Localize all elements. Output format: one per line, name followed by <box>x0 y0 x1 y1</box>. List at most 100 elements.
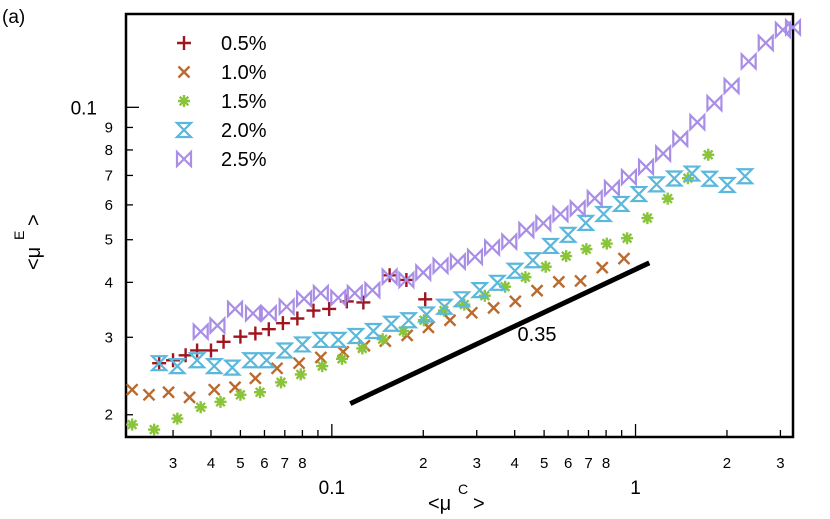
data-point <box>574 274 587 288</box>
data-point <box>539 260 552 273</box>
data-point <box>757 33 774 53</box>
data-point <box>470 282 490 299</box>
data-point <box>335 352 348 365</box>
data-point <box>322 301 337 316</box>
data-point <box>661 192 674 205</box>
data-point <box>487 301 500 315</box>
data-point <box>586 188 603 208</box>
reference-line-label: 0.35 <box>518 324 557 346</box>
data-point <box>376 333 389 346</box>
x-axis-label-close: > <box>473 493 485 515</box>
legend-label: 2.0% <box>221 120 267 142</box>
data-point <box>505 262 525 279</box>
y-axis-label: <μ E > <box>11 214 45 270</box>
data-point <box>443 313 457 327</box>
x-tick-label: 4 <box>511 455 519 472</box>
data-point <box>646 176 667 193</box>
y-tick-label: 5 <box>105 232 113 249</box>
y-axis-label-main: <μ <box>23 247 45 270</box>
data-point <box>706 93 723 113</box>
data-point <box>655 143 672 164</box>
legend: 0.5% 1.0% 1.5% 2.0% 2.5% <box>174 33 267 171</box>
data-point <box>248 326 263 341</box>
x-tick-label: 5 <box>236 455 244 472</box>
x-tick-label: 6 <box>564 455 572 472</box>
x-tick-label: 7 <box>281 455 289 472</box>
data-point <box>416 306 437 323</box>
data-point <box>560 250 573 263</box>
data-point <box>306 303 321 318</box>
data-point <box>292 356 306 370</box>
data-point <box>203 343 218 358</box>
data-point <box>167 358 188 375</box>
y-tick-label: 8 <box>105 142 113 159</box>
data-point <box>600 237 613 250</box>
data-point <box>253 386 266 399</box>
x-tick-label: 8 <box>298 455 306 472</box>
data-point <box>569 198 586 219</box>
data-point <box>162 385 175 399</box>
data-point <box>274 376 287 389</box>
data-point <box>397 325 410 338</box>
data-point <box>487 274 508 291</box>
data-point <box>629 185 649 203</box>
data-point <box>346 327 366 345</box>
data-point <box>523 252 543 269</box>
x-tick-label: 2 <box>723 455 731 472</box>
x-tick-label: 8 <box>602 455 610 472</box>
data-point <box>530 284 544 297</box>
data-point <box>398 270 415 290</box>
x-tick-label: 3 <box>776 455 784 472</box>
data-point <box>260 303 277 324</box>
data-point <box>346 283 363 303</box>
data-point <box>209 315 226 336</box>
y-tick-label: 0.1 <box>71 98 97 119</box>
data-point <box>381 267 398 287</box>
data-point <box>449 251 466 272</box>
data-point <box>330 288 347 308</box>
data-point <box>774 20 791 40</box>
data-point <box>294 368 307 381</box>
data-point <box>595 261 609 274</box>
data-point <box>580 243 593 256</box>
data-point <box>270 361 284 375</box>
data-point <box>664 170 684 187</box>
data-point <box>415 262 432 283</box>
data-series <box>125 17 802 436</box>
data-point <box>328 331 348 348</box>
series-0 <box>152 268 433 371</box>
legend-label: 2.5% <box>221 149 267 171</box>
data-point <box>702 148 715 161</box>
data-point <box>552 204 569 224</box>
data-point <box>723 76 740 96</box>
data-point <box>717 176 738 194</box>
data-point <box>214 395 227 408</box>
data-point <box>183 391 196 404</box>
x-tick-label: 7 <box>584 455 592 472</box>
data-point <box>290 311 305 326</box>
data-point <box>126 418 139 431</box>
data-point <box>593 205 614 223</box>
data-point <box>190 343 205 358</box>
legend-label: 0.5% <box>221 33 267 55</box>
data-point <box>171 412 184 425</box>
data-point <box>234 388 247 401</box>
data-point <box>611 195 631 213</box>
data-point <box>535 213 552 233</box>
data-point <box>364 280 381 300</box>
y-axis-label-close: > <box>23 214 45 226</box>
data-point <box>278 297 295 317</box>
data-point <box>483 237 501 258</box>
data-point <box>312 283 329 303</box>
data-point <box>256 352 277 369</box>
data-point <box>316 360 329 373</box>
data-point <box>192 321 209 342</box>
data-point <box>228 380 242 394</box>
data-point <box>356 342 369 355</box>
legend-label: 1.5% <box>221 91 267 113</box>
y-tick-label: 6 <box>105 197 113 214</box>
data-point <box>603 178 621 198</box>
data-point <box>226 299 244 319</box>
